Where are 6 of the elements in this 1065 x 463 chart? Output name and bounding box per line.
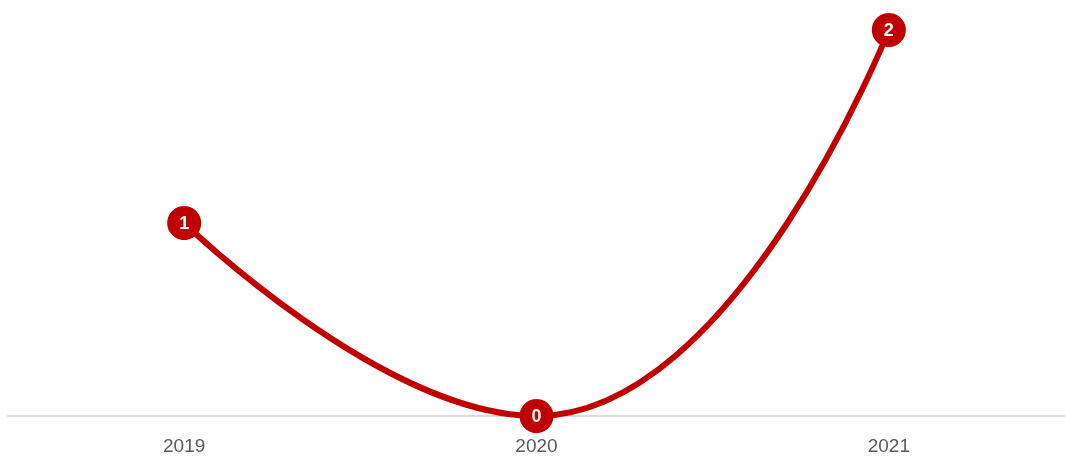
data-label: 1 — [179, 213, 190, 233]
x-tick-label: 2020 — [515, 435, 558, 456]
data-label: 2 — [883, 20, 894, 40]
x-tick-label: 2021 — [867, 435, 910, 456]
data-label: 0 — [531, 406, 542, 426]
x-tick-label: 2019 — [163, 435, 206, 456]
